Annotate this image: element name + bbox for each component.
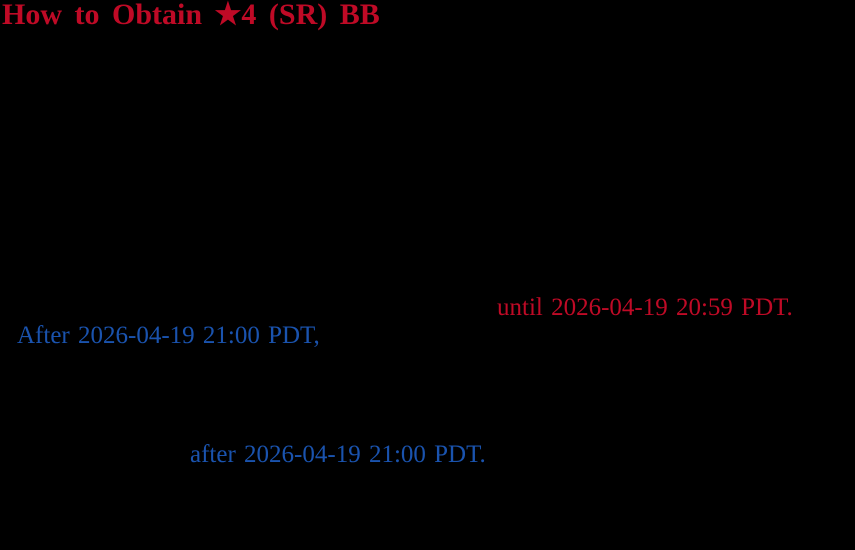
until-datetime-text: until 2026-04-19 20:59 PDT. — [497, 294, 793, 321]
page-title: How to Obtain ★4 (SR) BB — [2, 0, 380, 31]
after-datetime-text: After 2026-04-19 21:00 PDT, — [17, 322, 320, 349]
after-datetime-text-2: after 2026-04-19 21:00 PDT. — [190, 441, 486, 468]
